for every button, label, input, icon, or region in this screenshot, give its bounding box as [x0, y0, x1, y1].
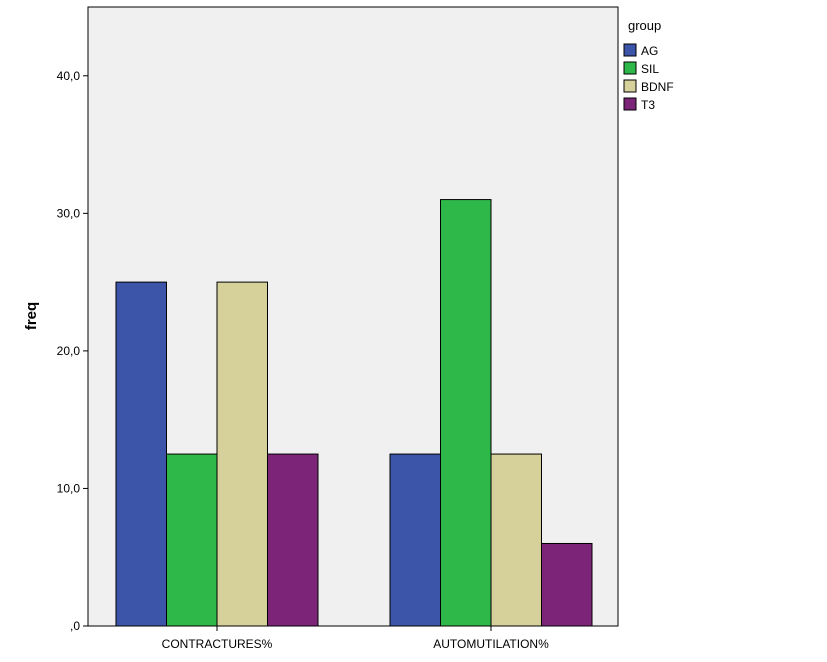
legend: group AG SIL BDNF T3 — [623, 18, 674, 112]
bar-ag-0 — [115, 281, 167, 627]
legend-swatch-sil — [623, 61, 637, 75]
y-tick-label: 10,0 — [57, 481, 81, 495]
legend-swatch-bdnf — [623, 79, 637, 93]
x-ticks-group: CONTRACTURES% AUTOMUTILATION% — [162, 626, 549, 651]
legend-swatch-t3 — [623, 97, 637, 111]
y-tick-label: ,0 — [70, 619, 80, 633]
y-ticks-group: ,0 10,0 20,0 30,0 40,0 — [57, 69, 88, 633]
legend-label-bdnf: BDNF — [641, 80, 674, 94]
y-tick-label: 20,0 — [57, 344, 81, 358]
bars-group — [115, 199, 593, 627]
legend-label-sil: SIL — [641, 62, 659, 76]
legend-swatch-ag — [623, 43, 637, 57]
y-tick-label: 30,0 — [57, 206, 81, 220]
bar-ag-1 — [389, 453, 441, 627]
bar-bdnf-0 — [216, 281, 268, 627]
bar-t3-0 — [267, 453, 319, 627]
bar-sil-1 — [440, 199, 492, 627]
bar-t3-1 — [541, 542, 593, 627]
y-tick-label: 40,0 — [57, 69, 81, 83]
legend-label-t3: T3 — [641, 98, 655, 112]
x-tick-label: AUTOMUTILATION% — [433, 637, 549, 651]
y-axis-title: freq — [23, 302, 40, 330]
bar-bdnf-1 — [490, 453, 542, 627]
legend-title: group — [628, 18, 661, 33]
x-tick-label: CONTRACTURES% — [162, 637, 273, 651]
bar-sil-0 — [166, 453, 218, 627]
legend-label-ag: AG — [641, 44, 658, 58]
